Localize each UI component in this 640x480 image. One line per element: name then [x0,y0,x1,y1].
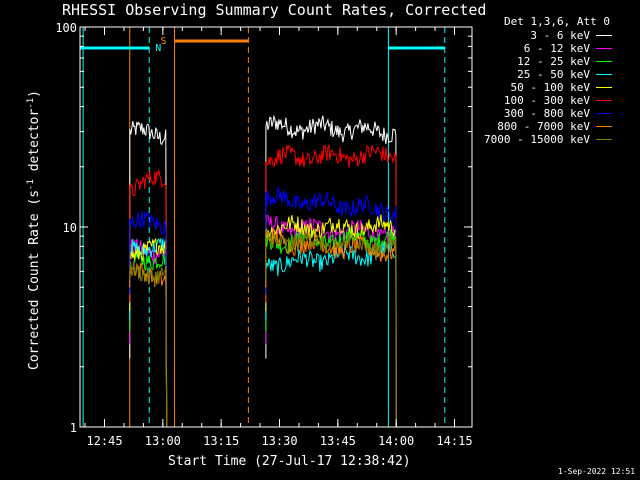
y-axis-label-mid: detector [27,108,43,180]
series-line-2 [129,227,397,428]
legend-swatch-5 [595,100,612,101]
legend-label-7: 800 - 7000 keV [497,120,590,133]
legend-label-1: 6 - 12 keV [523,42,590,55]
legend-swatch-1 [595,48,612,49]
series-line-4 [129,214,397,428]
legend-entry-5: 100 - 300 keV [484,94,612,107]
series-line-8 [129,229,397,428]
x-axis-label: Start Time (27-Jul-17 12:38:42) [168,454,411,469]
legend-swatch-0 [595,35,612,36]
flag-label-s: S [161,36,167,47]
x-tick-label-14:15: 14:15 [436,434,472,448]
legend-label-8: 7000 - 15000 keV [484,133,590,146]
legend-entry-1: 6 - 12 keV [484,42,612,55]
y-tick-label-1: 1 [70,421,77,435]
y-axis-label-sup-2: -1 [25,97,36,109]
chart-title: RHESSI Observing Summary Count Rates, Co… [62,1,487,19]
legend-entry-7: 800 - 7000 keV [484,120,612,133]
y-axis-label-end: ) [27,90,43,98]
series-line-0 [129,114,397,428]
plot-frame [79,26,473,428]
series-line-6 [129,186,397,428]
x-tick-label-13:00: 13:00 [145,434,181,448]
series-line-7 [129,228,397,428]
legend-entry-0: 3 - 6 keV [484,29,612,42]
legend-swatch-8 [595,139,612,140]
flag-label-n: N [155,43,161,54]
legend: Det 1,3,6, Att 0 3 - 6 keV 6 - 12 keV 12 -… [484,14,612,146]
legend-label-3: 25 - 50 keV [517,68,590,81]
x-tick-label-13:15: 13:15 [203,434,239,448]
legend-swatch-6 [595,113,612,114]
legend-swatch-2 [595,61,612,62]
series-line-3 [129,238,397,428]
legend-label-0: 3 - 6 keV [530,29,590,42]
legend-swatch-4 [595,87,612,88]
y-axis-label: Corrected Count Rate (s-1 detector-1) [26,90,42,370]
x-tick-label-13:30: 13:30 [261,434,297,448]
legend-swatch-7 [595,126,612,127]
legend-entry-8: 7000 - 15000 keV [484,133,612,146]
legend-title: Det 1,3,6, Att 0 [504,15,610,28]
legend-entry-3: 25 - 50 keV [484,68,612,81]
series-line-5 [129,144,397,428]
legend-label-4: 50 - 100 keV [510,81,590,94]
legend-label-2: 12 - 25 keV [517,55,590,68]
y-tick-label-10: 10 [63,221,77,235]
x-tick-label-12:45: 12:45 [86,434,122,448]
legend-entry-4: 50 - 100 keV [484,81,612,94]
timestamp: 1-Sep-2022 12:51 [558,467,636,476]
legend-swatch-3 [595,74,612,75]
legend-entry-2: 12 - 25 keV [484,55,612,68]
legend-label-6: 300 - 800 keV [503,107,590,120]
legend-label-5: 100 - 300 keV [503,94,590,107]
legend-entry-6: 300 - 800 keV [484,107,612,120]
y-axis-label-main: Corrected Count Rate (s [27,189,43,370]
y-axis-label-sup-1: -1 [25,179,36,190]
x-tick-label-13:45: 13:45 [320,434,356,448]
y-tick-label-100: 100 [55,21,77,35]
x-tick-label-14:00: 14:00 [378,434,414,448]
